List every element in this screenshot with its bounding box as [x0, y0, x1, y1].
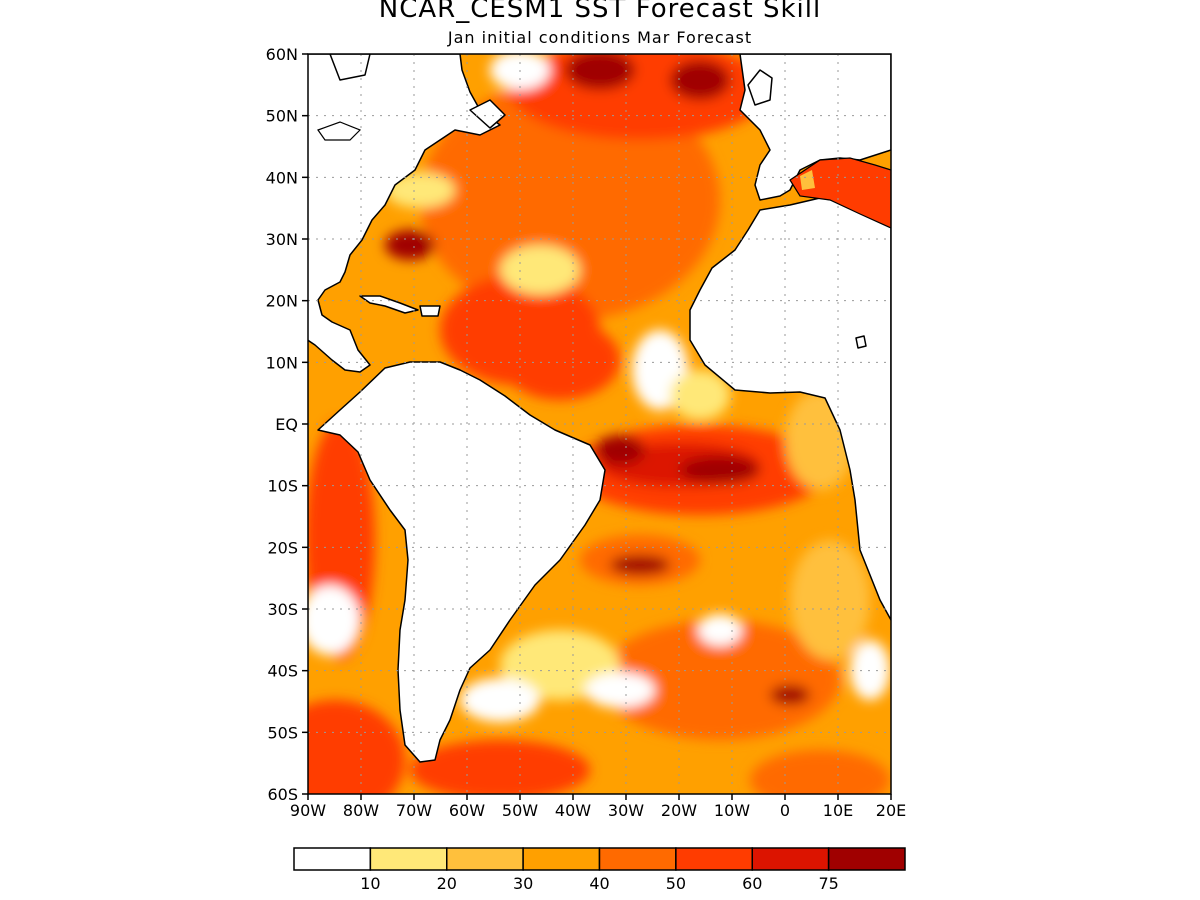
colorbar-tick-label: 40 — [589, 874, 609, 893]
colorbar-tick-label: 50 — [666, 874, 686, 893]
lon-tick-label: 60W — [449, 801, 485, 820]
map-title: NCAR_CESM1 SST Forecast Skill — [378, 0, 822, 24]
lat-tick-label: 50N — [266, 107, 298, 126]
colorbar-swatch — [293, 847, 372, 871]
colorbar-swatch — [369, 847, 448, 871]
lon-tick-label: 90W — [290, 801, 326, 820]
colorbar-swatch — [446, 847, 524, 871]
lat-tick-label: 30N — [266, 230, 298, 249]
lat-tick-label: 10N — [266, 353, 298, 372]
skill-field — [308, 54, 891, 794]
longitude-axis: 90W 80W 70W 60W 50W 40W 30W 20W 10W 0 10E 20E — [290, 794, 906, 820]
lon-tick-label: 10E — [823, 801, 853, 820]
lon-tick-label: 70W — [396, 801, 432, 820]
lon-tick-label: 40W — [555, 801, 591, 820]
lat-tick-label: 20S — [267, 538, 298, 557]
map-subtitle: Jan initial conditions Mar Forecast — [447, 28, 753, 47]
lat-tick-label: 60S — [267, 785, 298, 804]
lat-tick-label: 60N — [266, 45, 298, 64]
lon-tick-label: 0 — [780, 801, 790, 820]
lon-tick-label: 20E — [876, 801, 906, 820]
lat-tick-label: EQ — [275, 415, 298, 434]
colorbar-swatch — [751, 847, 830, 871]
colorbar-tick-label: 20 — [437, 874, 457, 893]
colorbar-swatch — [827, 847, 906, 871]
colorbar-tick-label: 30 — [513, 874, 533, 893]
map-grid — [308, 54, 891, 794]
lon-tick-label: 10W — [714, 801, 750, 820]
lat-tick-label: 20N — [266, 292, 298, 311]
lon-tick-label: 30W — [608, 801, 644, 820]
colorbar-swatch — [598, 847, 677, 871]
lon-tick-label: 80W — [343, 801, 379, 820]
lon-tick-label: 50W — [502, 801, 538, 820]
colorbar-tick-label: 75 — [818, 874, 838, 893]
lat-tick-label: 10S — [267, 477, 298, 496]
lat-tick-label: 50S — [267, 723, 298, 742]
latitude-axis: 60N 50N 40N 30N 20N 10N EQ 10S 20S 30S 40S 50S 60S — [266, 45, 308, 804]
colorbar: 10 20 30 40 50 60 75 — [293, 847, 906, 893]
lat-tick-label: 40N — [266, 168, 298, 187]
colorbar-swatch — [522, 847, 601, 871]
lat-tick-label: 40S — [267, 662, 298, 681]
colorbar-tick-label: 10 — [360, 874, 380, 893]
lon-tick-label: 20W — [661, 801, 697, 820]
colorbar-tick-label: 60 — [742, 874, 762, 893]
colorbar-swatch — [675, 847, 753, 871]
lat-tick-label: 30S — [267, 600, 298, 619]
